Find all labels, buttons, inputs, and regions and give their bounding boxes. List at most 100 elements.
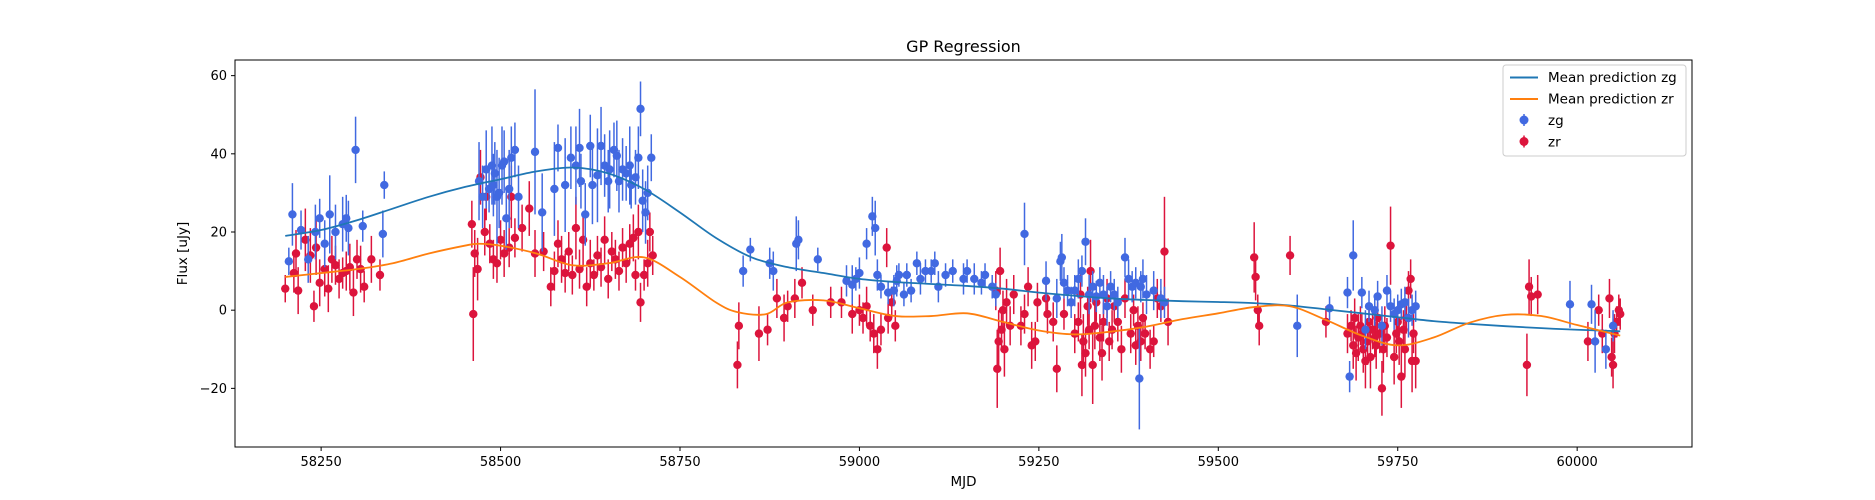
- data-point-zg: [746, 245, 755, 254]
- data-point-zr: [470, 249, 479, 258]
- data-point-zg: [553, 143, 563, 153]
- data-point-zr: [1136, 337, 1145, 346]
- data-point-zr: [1527, 292, 1536, 301]
- y-tick-label: 40: [210, 147, 227, 162]
- y-axis-label: Flux [uJy]: [175, 222, 191, 285]
- data-point-zg: [1357, 288, 1367, 297]
- data-point-zr: [648, 251, 657, 260]
- y-axis: −20 0 20 40 60: [200, 69, 235, 397]
- data-point-zr: [525, 204, 534, 213]
- data-point-zr: [1145, 345, 1155, 354]
- data-point-zr: [1349, 341, 1358, 350]
- x-tick-label: 60000: [1556, 455, 1597, 470]
- data-point-zr: [349, 288, 358, 297]
- data-point-zr: [492, 259, 502, 268]
- data-point-zg: [634, 153, 643, 162]
- data-point-zr: [1594, 305, 1603, 315]
- legend-marker-zg: [1519, 115, 1529, 125]
- data-point-zg: [614, 176, 624, 186]
- data-point-zg: [1349, 251, 1358, 260]
- legend-label-zg: zg: [1548, 113, 1564, 129]
- data-point-zr: [331, 261, 340, 270]
- data-point-zg: [1361, 325, 1370, 334]
- data-point-zr: [614, 266, 624, 276]
- data-point-zr: [621, 259, 631, 268]
- data-point-zr: [1583, 337, 1593, 346]
- data-point-zr: [1079, 337, 1088, 346]
- data-point-zr: [1377, 384, 1387, 393]
- data-point-zg: [1070, 286, 1079, 295]
- data-point-zg: [930, 259, 939, 268]
- data-point-zg: [1110, 290, 1119, 299]
- data-point-zr: [1389, 352, 1399, 362]
- data-point-zr: [1086, 266, 1095, 276]
- data-point-zr: [1043, 309, 1052, 319]
- data-point-zr: [618, 243, 627, 252]
- data-point-zr: [546, 282, 556, 291]
- data-point-zg: [530, 147, 540, 157]
- data-point-zg: [1373, 292, 1382, 301]
- data-point-zg: [1088, 282, 1097, 291]
- data-point-zr: [858, 313, 868, 323]
- data-point-zg: [1077, 266, 1087, 276]
- data-point-zg: [315, 214, 324, 223]
- data-point-zg: [921, 266, 930, 276]
- plot-area: [281, 81, 1625, 430]
- data-point-zr: [862, 302, 871, 311]
- data-point-zr: [578, 235, 588, 245]
- data-point-zr: [1113, 317, 1123, 327]
- data-point-zg: [638, 196, 647, 205]
- data-point-zg: [560, 180, 570, 190]
- data-point-zg: [380, 180, 389, 190]
- data-point-zg: [1135, 374, 1144, 383]
- data-point-zg: [876, 282, 886, 291]
- data-point-zg: [894, 270, 904, 280]
- data-point-zg: [1590, 337, 1600, 346]
- data-point-zg: [1587, 300, 1596, 309]
- data-point-zr: [1607, 352, 1616, 362]
- data-point-zr: [575, 264, 584, 274]
- data-point-zg: [991, 290, 1000, 299]
- data-point-zg: [1059, 278, 1069, 288]
- data-point-zr: [1129, 305, 1138, 315]
- data-point-zr: [1090, 321, 1100, 331]
- data-point-zr: [1031, 337, 1040, 346]
- data-point-zg: [510, 145, 520, 155]
- data-point-zg: [906, 286, 916, 295]
- data-point-zr: [1608, 360, 1618, 370]
- data-point-zr: [1009, 290, 1018, 299]
- data-point-zr: [1616, 309, 1625, 319]
- data-point-zg: [977, 278, 986, 288]
- data-point-zg: [647, 153, 656, 162]
- data-point-zg: [1370, 305, 1379, 315]
- data-point-zr: [734, 321, 744, 331]
- data-point-zr: [636, 298, 645, 307]
- data-point-zg: [621, 169, 631, 178]
- data-point-zg: [605, 165, 614, 174]
- data-point-zg: [1106, 282, 1115, 291]
- data-point-zr: [994, 337, 1003, 346]
- y-tick-label: 60: [210, 69, 227, 84]
- data-point-zg: [631, 173, 640, 182]
- x-tick-label: 58500: [480, 455, 521, 470]
- data-point-zg: [1293, 321, 1302, 331]
- data-point-zr: [1411, 356, 1420, 366]
- data-point-zg: [855, 268, 864, 278]
- data-point-zg: [1382, 286, 1392, 295]
- data-point-zr: [772, 294, 782, 303]
- data-point-zg: [490, 169, 500, 178]
- data-point-zg: [588, 180, 597, 190]
- data-point-zr: [1605, 294, 1614, 303]
- data-point-zg: [304, 255, 313, 264]
- data-point-zr: [869, 329, 878, 338]
- data-point-zr: [1249, 253, 1259, 262]
- data-point-zr: [315, 278, 324, 288]
- data-point-zr: [467, 219, 477, 229]
- legend-label-zr: zr: [1548, 135, 1561, 151]
- data-point-zg: [1345, 372, 1354, 381]
- data-point-zr: [995, 266, 1005, 276]
- data-point-zr: [480, 227, 489, 237]
- data-point-zr: [568, 270, 577, 280]
- data-point-zr: [499, 249, 509, 258]
- data-point-zg: [1099, 290, 1108, 299]
